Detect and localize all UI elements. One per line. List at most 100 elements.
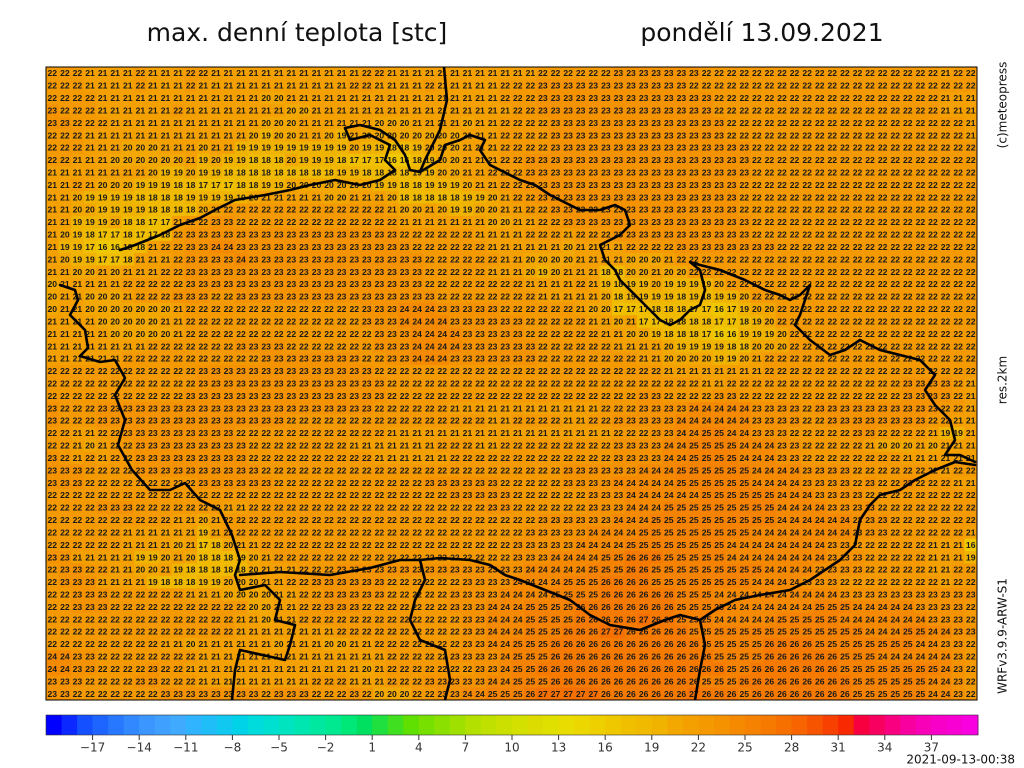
grid-value: 22: [513, 192, 523, 202]
grid-value: 23: [664, 217, 674, 227]
grid-value: 23: [551, 155, 561, 165]
grid-cell: [574, 67, 588, 81]
grid-value: 21: [425, 68, 435, 78]
grid-cell: [838, 79, 852, 93]
grid-value: 22: [538, 130, 548, 140]
grid-value: 22: [815, 254, 825, 264]
grid-value: 23: [714, 205, 724, 215]
grid-value: 23: [614, 168, 624, 178]
grid-cell: [71, 79, 85, 93]
grid-cell: [826, 116, 840, 130]
grid-value: 22: [853, 242, 863, 252]
grid-cell: [838, 91, 852, 105]
grid-value: 23: [538, 93, 548, 103]
grid-value: 19: [299, 155, 309, 165]
grid-value: 21: [60, 205, 70, 215]
grid-value: 22: [928, 93, 938, 103]
grid-cell: [159, 104, 173, 118]
grid-value: 23: [664, 192, 674, 202]
grid-value: 23: [538, 155, 548, 165]
grid-value: 23: [677, 130, 687, 140]
grid-value: 22: [752, 254, 762, 264]
grid-value: 22: [664, 242, 674, 252]
grid-value: 23: [198, 242, 208, 252]
grid-value: 23: [400, 242, 410, 252]
grid-value: 23: [563, 168, 573, 178]
grid-value: 22: [953, 155, 963, 165]
grid-value: 22: [840, 143, 850, 153]
grid-value: 21: [488, 230, 498, 240]
grid-value: 22: [890, 168, 900, 178]
grid-cell: [813, 79, 827, 93]
grid-cell: [423, 67, 437, 81]
grid-value: 21: [73, 168, 83, 178]
grid-value: 22: [941, 217, 951, 227]
grid-value: 23: [551, 168, 561, 178]
grid-value: 22: [777, 143, 787, 153]
grid-value: 22: [526, 205, 536, 215]
grid-value: 21: [198, 130, 208, 140]
grid-value: 23: [664, 118, 674, 128]
grid-value: 22: [865, 242, 875, 252]
grid-cell: [511, 104, 525, 118]
grid-value: 19: [186, 192, 196, 202]
grid-cell: [385, 91, 399, 105]
grid-cell: [888, 116, 903, 130]
grid-value: 21: [48, 192, 58, 202]
grid-value: 23: [387, 254, 397, 264]
grid-value: 22: [802, 205, 812, 215]
grid-value: 23: [588, 118, 598, 128]
grid-value: 23: [337, 242, 347, 252]
grid-value: 22: [865, 105, 875, 115]
grid-value: 23: [677, 93, 687, 103]
grid-value: 22: [450, 254, 460, 264]
grid-value: 18: [412, 192, 422, 202]
grid-cell: [423, 104, 437, 118]
grid-value: 22: [513, 143, 523, 153]
grid-cell: [46, 129, 60, 143]
grid-value: 21: [299, 93, 309, 103]
grid-value: 22: [890, 230, 900, 240]
grid-value: 22: [438, 242, 448, 252]
grid-value: 20: [563, 254, 573, 264]
grid-cell: [511, 91, 525, 105]
grid-value: 23: [538, 168, 548, 178]
grid-cell: [247, 91, 261, 105]
grid-value: 22: [865, 118, 875, 128]
grid-value: 22: [916, 118, 926, 128]
grid-value: 22: [513, 93, 523, 103]
grid-value: 22: [890, 93, 900, 103]
grid-value: 22: [714, 81, 724, 91]
grid-value: 23: [211, 267, 221, 277]
grid-value: 21: [148, 267, 158, 277]
grid-value: 22: [739, 180, 749, 190]
grid-value: 21: [387, 105, 397, 115]
grid-value: 23: [714, 242, 724, 252]
grid-cell: [423, 116, 437, 130]
grid-value: 21: [60, 267, 70, 277]
grid-value: 19: [450, 205, 460, 215]
grid-cell: [599, 116, 613, 130]
grid-value: 19: [73, 230, 83, 240]
grid-cell: [964, 91, 977, 105]
grid-value: 22: [425, 242, 435, 252]
grid-value: 22: [362, 217, 372, 227]
grid-value: 21: [123, 168, 133, 178]
grid-value: 19: [438, 180, 448, 190]
grid-value: 21: [500, 192, 510, 202]
grid-cell: [813, 116, 827, 130]
grid-value: 23: [677, 68, 687, 78]
grid-value: 21: [438, 217, 448, 227]
grid-cell: [901, 79, 915, 93]
grid-value: 19: [337, 168, 347, 178]
grid-value: 22: [928, 143, 938, 153]
grid-value: 18: [136, 217, 146, 227]
grid-cell: [247, 79, 261, 93]
grid-cell: [322, 67, 336, 81]
grid-cell: [549, 104, 563, 118]
grid-value: 21: [412, 93, 422, 103]
grid-cell: [461, 116, 475, 130]
grid-value: 18: [236, 168, 246, 178]
grid-value: 23: [299, 254, 309, 264]
grid-value: 20: [450, 155, 460, 165]
